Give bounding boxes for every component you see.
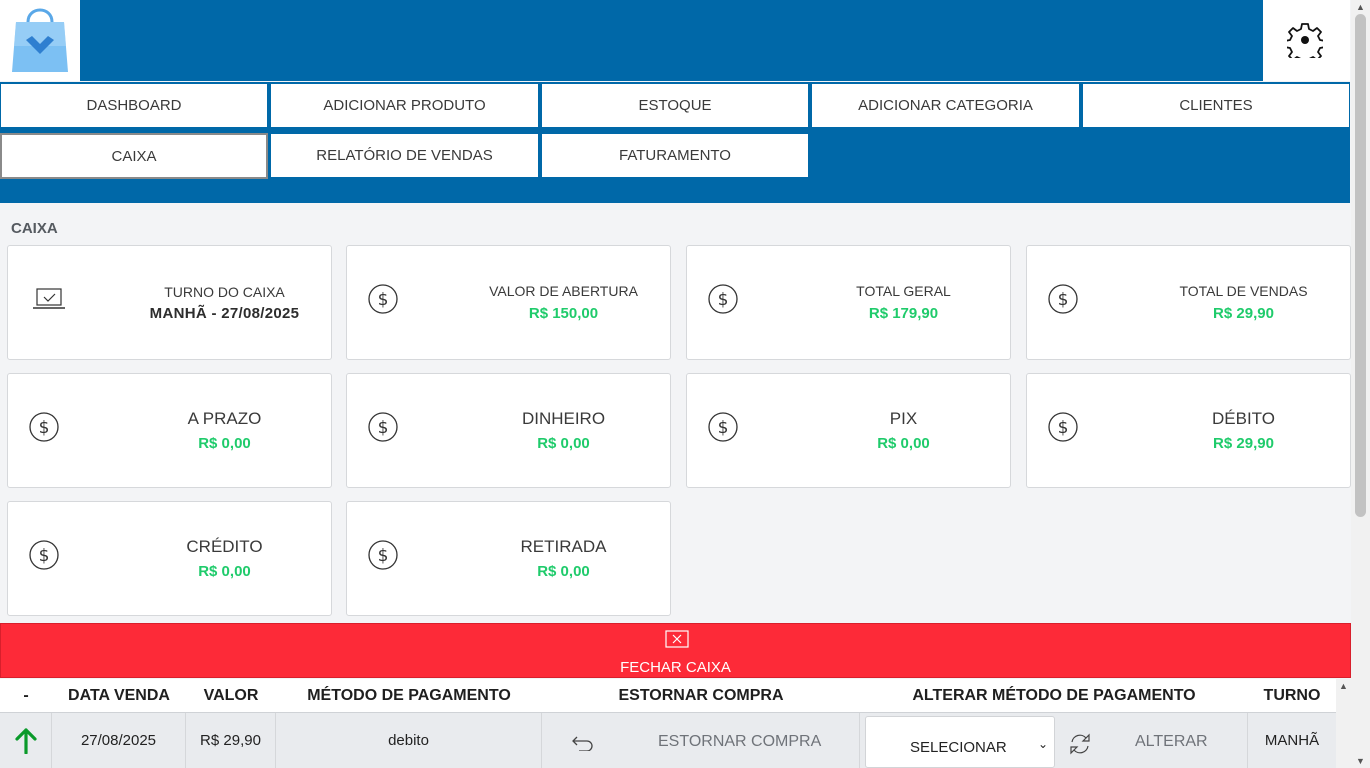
logo[interactable] bbox=[0, 0, 80, 81]
close-box-icon bbox=[665, 630, 689, 648]
chevron-down-icon: ⌄ bbox=[1037, 737, 1048, 751]
column-header: ESTORNAR COMPRA bbox=[618, 687, 784, 704]
column-header: - bbox=[23, 687, 29, 704]
card-value: R$ 150,00 bbox=[528, 305, 599, 322]
close-register-label: FECHAR CAIXA bbox=[620, 659, 731, 676]
table-row: 27/08/2025 R$ 29,90 debito ESTORNAR COMP… bbox=[0, 713, 1336, 768]
scroll-up-icon[interactable]: ▲ bbox=[1339, 681, 1348, 691]
dollar-circle-icon: $ bbox=[708, 412, 738, 442]
page-scrollbar[interactable]: ▲ ▼ bbox=[1351, 0, 1370, 768]
card-total-de-vendas: $ TOTAL DE VENDAS R$ 29,90 bbox=[1026, 245, 1351, 360]
svg-text:$: $ bbox=[378, 546, 389, 566]
laptop-check-icon bbox=[33, 288, 65, 309]
tab-estoque[interactable]: ESTOQUE bbox=[541, 83, 809, 128]
card-label: DINHEIRO bbox=[521, 409, 606, 428]
svg-text:$: $ bbox=[1058, 290, 1069, 310]
sale-value: R$ 29,90 bbox=[186, 713, 276, 768]
page-title: CAIXA bbox=[11, 220, 58, 237]
dollar-circle-icon: $ bbox=[29, 540, 59, 570]
dollar-circle-icon: $ bbox=[368, 412, 398, 442]
payment-method: debito bbox=[276, 713, 542, 768]
refund-label: ESTORNAR COMPRA bbox=[658, 733, 822, 750]
dollar-circle-icon: $ bbox=[29, 412, 59, 442]
sale-date: 27/08/2025 bbox=[52, 713, 186, 768]
card-a-prazo: $ A PRAZO R$ 0,00 bbox=[7, 373, 332, 488]
card-valor-de-abertura: $ VALOR DE ABERTURA R$ 150,00 bbox=[346, 245, 671, 360]
card-value: R$ 29,90 bbox=[1213, 435, 1274, 452]
tab-clientes[interactable]: CLIENTES bbox=[1082, 83, 1350, 128]
dollar-circle-icon: $ bbox=[368, 284, 398, 314]
tab-adicionar-produto[interactable]: ADICIONAR PRODUTO bbox=[270, 83, 539, 128]
column-header: MÉTODO DE PAGAMENTO bbox=[307, 687, 511, 704]
svg-text:$: $ bbox=[718, 418, 729, 438]
card-credito: $ CRÉDITO R$ 0,00 bbox=[7, 501, 332, 616]
card-label: CRÉDITO bbox=[186, 537, 263, 556]
settings-button[interactable] bbox=[1263, 0, 1350, 81]
card-value: R$ 0,00 bbox=[198, 563, 251, 580]
shift: MANHÃ bbox=[1264, 732, 1320, 749]
card-label: TOTAL GERAL bbox=[856, 283, 951, 299]
svg-text:$: $ bbox=[378, 418, 389, 438]
tab-dashboard[interactable]: DASHBOARD bbox=[0, 83, 268, 128]
select-value: SELECIONAR bbox=[910, 739, 1007, 756]
refresh-icon bbox=[1070, 733, 1090, 755]
dollar-circle-icon: $ bbox=[368, 540, 398, 570]
card-label: VALOR DE ABERTURA bbox=[489, 283, 638, 299]
svg-text:$: $ bbox=[718, 290, 729, 310]
card-label: PIX bbox=[889, 409, 918, 428]
change-method-label: ALTERAR bbox=[1135, 733, 1208, 750]
gear-icon bbox=[1287, 23, 1323, 58]
card-value: R$ 0,00 bbox=[198, 435, 251, 452]
card-retirada: $ RETIRADA R$ 0,00 bbox=[346, 501, 671, 616]
table-scrollbar[interactable]: ▲ bbox=[1336, 679, 1351, 768]
arrow-up-icon bbox=[14, 727, 37, 754]
card-value: R$ 0,00 bbox=[537, 435, 590, 452]
scroll-down-icon[interactable]: ▼ bbox=[1356, 756, 1365, 766]
card-total-geral: $ TOTAL GERAL R$ 179,90 bbox=[686, 245, 1011, 360]
column-header: VALOR bbox=[203, 687, 259, 704]
svg-text:$: $ bbox=[39, 546, 50, 566]
payment-method-select[interactable]: SELECIONAR ⌄ bbox=[865, 716, 1055, 768]
dollar-circle-icon: $ bbox=[708, 284, 738, 314]
refund-button[interactable]: ESTORNAR COMPRA bbox=[545, 713, 860, 768]
card-value: R$ 179,90 bbox=[868, 305, 939, 322]
top-bar bbox=[0, 0, 1350, 81]
undo-icon bbox=[572, 736, 593, 751]
column-header: ALTERAR MÉTODO DE PAGAMENTO bbox=[912, 687, 1196, 704]
card-value: MANHÃ - 27/08/2025 bbox=[149, 304, 300, 322]
svg-text:$: $ bbox=[39, 418, 50, 438]
card-value: R$ 0,00 bbox=[877, 435, 930, 452]
card-label: RETIRADA bbox=[520, 537, 607, 556]
change-method-button[interactable]: ALTERAR bbox=[1058, 713, 1248, 768]
card-label: TOTAL DE VENDAS bbox=[1179, 283, 1308, 299]
card-turno-do-caixa: TURNO DO CAIXA MANHÃ - 27/08/2025 bbox=[7, 245, 332, 360]
close-register-button[interactable]: FECHAR CAIXA bbox=[0, 623, 1351, 678]
sales-table-header: - DATA VENDA VALOR MÉTODO DE PAGAMENTO E… bbox=[0, 679, 1336, 713]
column-header: DATA VENDA bbox=[68, 687, 170, 704]
svg-text:$: $ bbox=[1058, 418, 1069, 438]
card-debito: $ DÉBITO R$ 29,90 bbox=[1026, 373, 1351, 488]
column-header: TURNO bbox=[1263, 687, 1321, 704]
tab-caixa[interactable]: CAIXA bbox=[0, 133, 268, 179]
card-value: R$ 29,90 bbox=[1213, 305, 1274, 322]
card-pix: $ PIX R$ 0,00 bbox=[686, 373, 1011, 488]
tab-faturamento[interactable]: FATURAMENTO bbox=[541, 133, 809, 178]
card-dinheiro: $ DINHEIRO R$ 0,00 bbox=[346, 373, 671, 488]
card-value: R$ 0,00 bbox=[537, 563, 590, 580]
card-label: TURNO DO CAIXA bbox=[164, 283, 285, 300]
dollar-circle-icon: $ bbox=[1048, 284, 1078, 314]
tab-adicionar-categoria[interactable]: ADICIONAR CATEGORIA bbox=[811, 83, 1080, 128]
scroll-up-icon[interactable]: ▲ bbox=[1356, 2, 1365, 12]
card-label: DÉBITO bbox=[1212, 409, 1275, 428]
shopping-bag-logo-icon bbox=[12, 8, 68, 72]
dollar-circle-icon: $ bbox=[1048, 412, 1078, 442]
row-indicator bbox=[0, 713, 52, 768]
card-label: A PRAZO bbox=[187, 409, 262, 428]
tab-relatorio-de-vendas[interactable]: RELATÓRIO DE VENDAS bbox=[270, 133, 539, 178]
svg-text:$: $ bbox=[378, 290, 389, 310]
scrollbar-thumb[interactable] bbox=[1355, 14, 1366, 517]
